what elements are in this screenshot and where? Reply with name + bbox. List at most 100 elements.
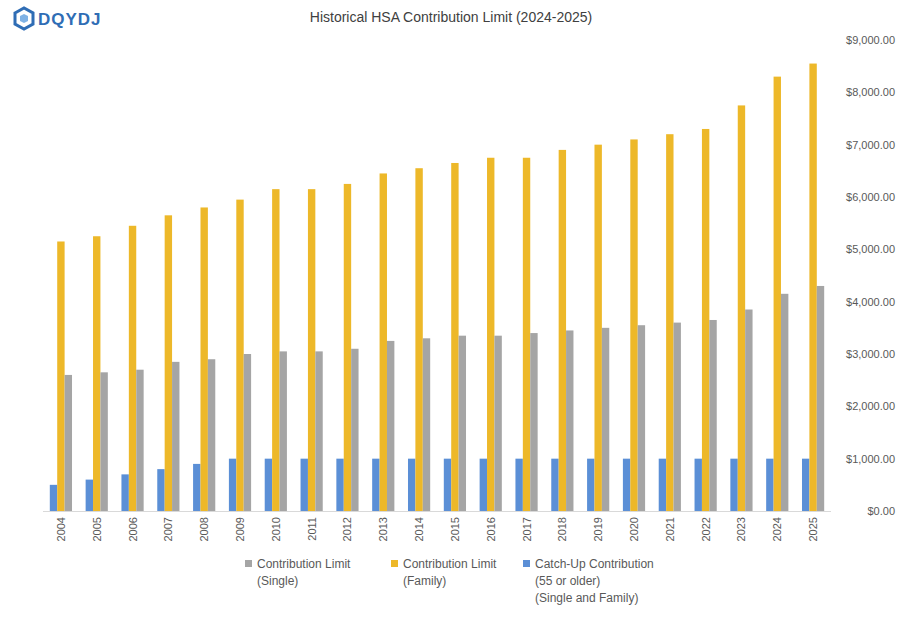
- x-tick-label: 2012: [341, 517, 353, 541]
- legend-swatch: [245, 560, 252, 567]
- bar: [451, 163, 458, 511]
- legend-label-line: (Family): [403, 574, 446, 588]
- bar: [265, 459, 272, 511]
- bar: [193, 464, 200, 511]
- bar: [57, 241, 64, 511]
- bar: [315, 351, 322, 511]
- bar: [802, 459, 809, 511]
- bar: [444, 459, 451, 511]
- bar: [551, 459, 558, 511]
- bar: [308, 189, 315, 511]
- x-tick-label: 2016: [485, 517, 497, 541]
- bar: [129, 226, 136, 511]
- x-tick-label: 2018: [556, 517, 568, 541]
- legend-label-line: Catch-Up Contribution: [535, 557, 654, 571]
- x-tick-label: 2006: [127, 517, 139, 541]
- bar: [387, 341, 394, 511]
- bar: [380, 173, 387, 511]
- bar: [336, 459, 343, 511]
- y-tick-label: $4,000.00: [846, 296, 895, 308]
- bar: [638, 325, 645, 511]
- bar: [200, 207, 207, 511]
- bar: [229, 459, 236, 511]
- x-tick-label: 2008: [198, 517, 210, 541]
- bar: [100, 372, 107, 511]
- bar: [566, 330, 573, 511]
- bar: [738, 105, 745, 511]
- legend: Contribution Limit(Single)Contribution L…: [245, 557, 654, 605]
- x-tick-label: 2020: [628, 517, 640, 541]
- bar: [236, 200, 243, 511]
- x-tick-label: 2023: [735, 517, 747, 541]
- legend-label: Catch-Up Contribution(55 or older)(Singl…: [535, 557, 654, 605]
- logo-icon: [20, 14, 28, 23]
- bar: [351, 349, 358, 511]
- legend-label-line: (Single): [257, 574, 298, 588]
- legend-label: Contribution Limit (Family): [403, 557, 497, 588]
- x-tick-label: 2013: [377, 517, 389, 541]
- bar: [781, 294, 788, 511]
- y-tick-label: $1,000.00: [846, 453, 895, 465]
- bar: [415, 168, 422, 511]
- legend-label-line: Contribution Limit: [257, 557, 351, 571]
- x-tick-label: 2025: [807, 517, 819, 541]
- bar: [244, 354, 251, 511]
- bar: [594, 145, 601, 511]
- bar: [165, 215, 172, 511]
- bar: [208, 359, 215, 511]
- x-tick-label: 2019: [592, 517, 604, 541]
- bar: [121, 474, 128, 511]
- legend-label-line: Contribution Limit: [403, 557, 497, 571]
- x-tick-label: 2009: [234, 517, 246, 541]
- bar: [817, 286, 824, 511]
- bar: [623, 459, 630, 511]
- bar: [730, 459, 737, 511]
- bar: [172, 362, 179, 511]
- bar: [695, 459, 702, 511]
- legend-label: Contribution Limit (Single): [257, 557, 351, 588]
- x-tick-label: 2022: [700, 517, 712, 541]
- bar: [272, 189, 279, 511]
- y-tick-label: $7,000.00: [846, 139, 895, 151]
- x-tick-label: 2021: [664, 517, 676, 541]
- y-tick-label: $3,000.00: [846, 348, 895, 360]
- bar: [459, 336, 466, 511]
- y-tick-label: $8,000.00: [846, 86, 895, 98]
- bar: [674, 323, 681, 511]
- logo-text: DQYDJ: [38, 10, 102, 29]
- chart: Historical HSA Contribution Limit (2024-…: [0, 0, 903, 618]
- legend-label-line: (Single and Family): [535, 591, 638, 605]
- bar: [659, 459, 666, 511]
- bar: [745, 310, 752, 511]
- bar: [487, 158, 494, 511]
- x-tick-label: 2011: [306, 517, 318, 541]
- bar: [157, 469, 164, 511]
- bar: [766, 459, 773, 511]
- bar: [136, 370, 143, 511]
- x-axis-line: [43, 511, 831, 512]
- y-tick-label: $9,000.00: [846, 34, 895, 46]
- bar: [523, 158, 530, 511]
- bar: [480, 459, 487, 511]
- bar: [774, 77, 781, 511]
- bar: [344, 184, 351, 511]
- logo-icon: [15, 8, 33, 29]
- x-tick-label: 2007: [162, 517, 174, 541]
- bar: [709, 320, 716, 511]
- x-tick-label: 2014: [413, 517, 425, 541]
- background: [0, 0, 903, 618]
- logo: DQYDJ: [15, 8, 102, 29]
- legend-swatch: [391, 560, 398, 567]
- bar: [587, 459, 594, 511]
- bar: [809, 64, 816, 511]
- y-tick-label: $2,000.00: [846, 400, 895, 412]
- title: Historical HSA Contribution Limit (2024-…: [310, 9, 592, 25]
- x-tick-label: 2005: [91, 517, 103, 541]
- y-tick-label: $0.00: [867, 505, 895, 517]
- x-tick-label: 2004: [55, 517, 67, 541]
- bar: [559, 150, 566, 511]
- bar: [494, 336, 501, 511]
- bar: [93, 236, 100, 511]
- x-tick-label: 2017: [521, 517, 533, 541]
- x-tick-label: 2010: [270, 517, 282, 541]
